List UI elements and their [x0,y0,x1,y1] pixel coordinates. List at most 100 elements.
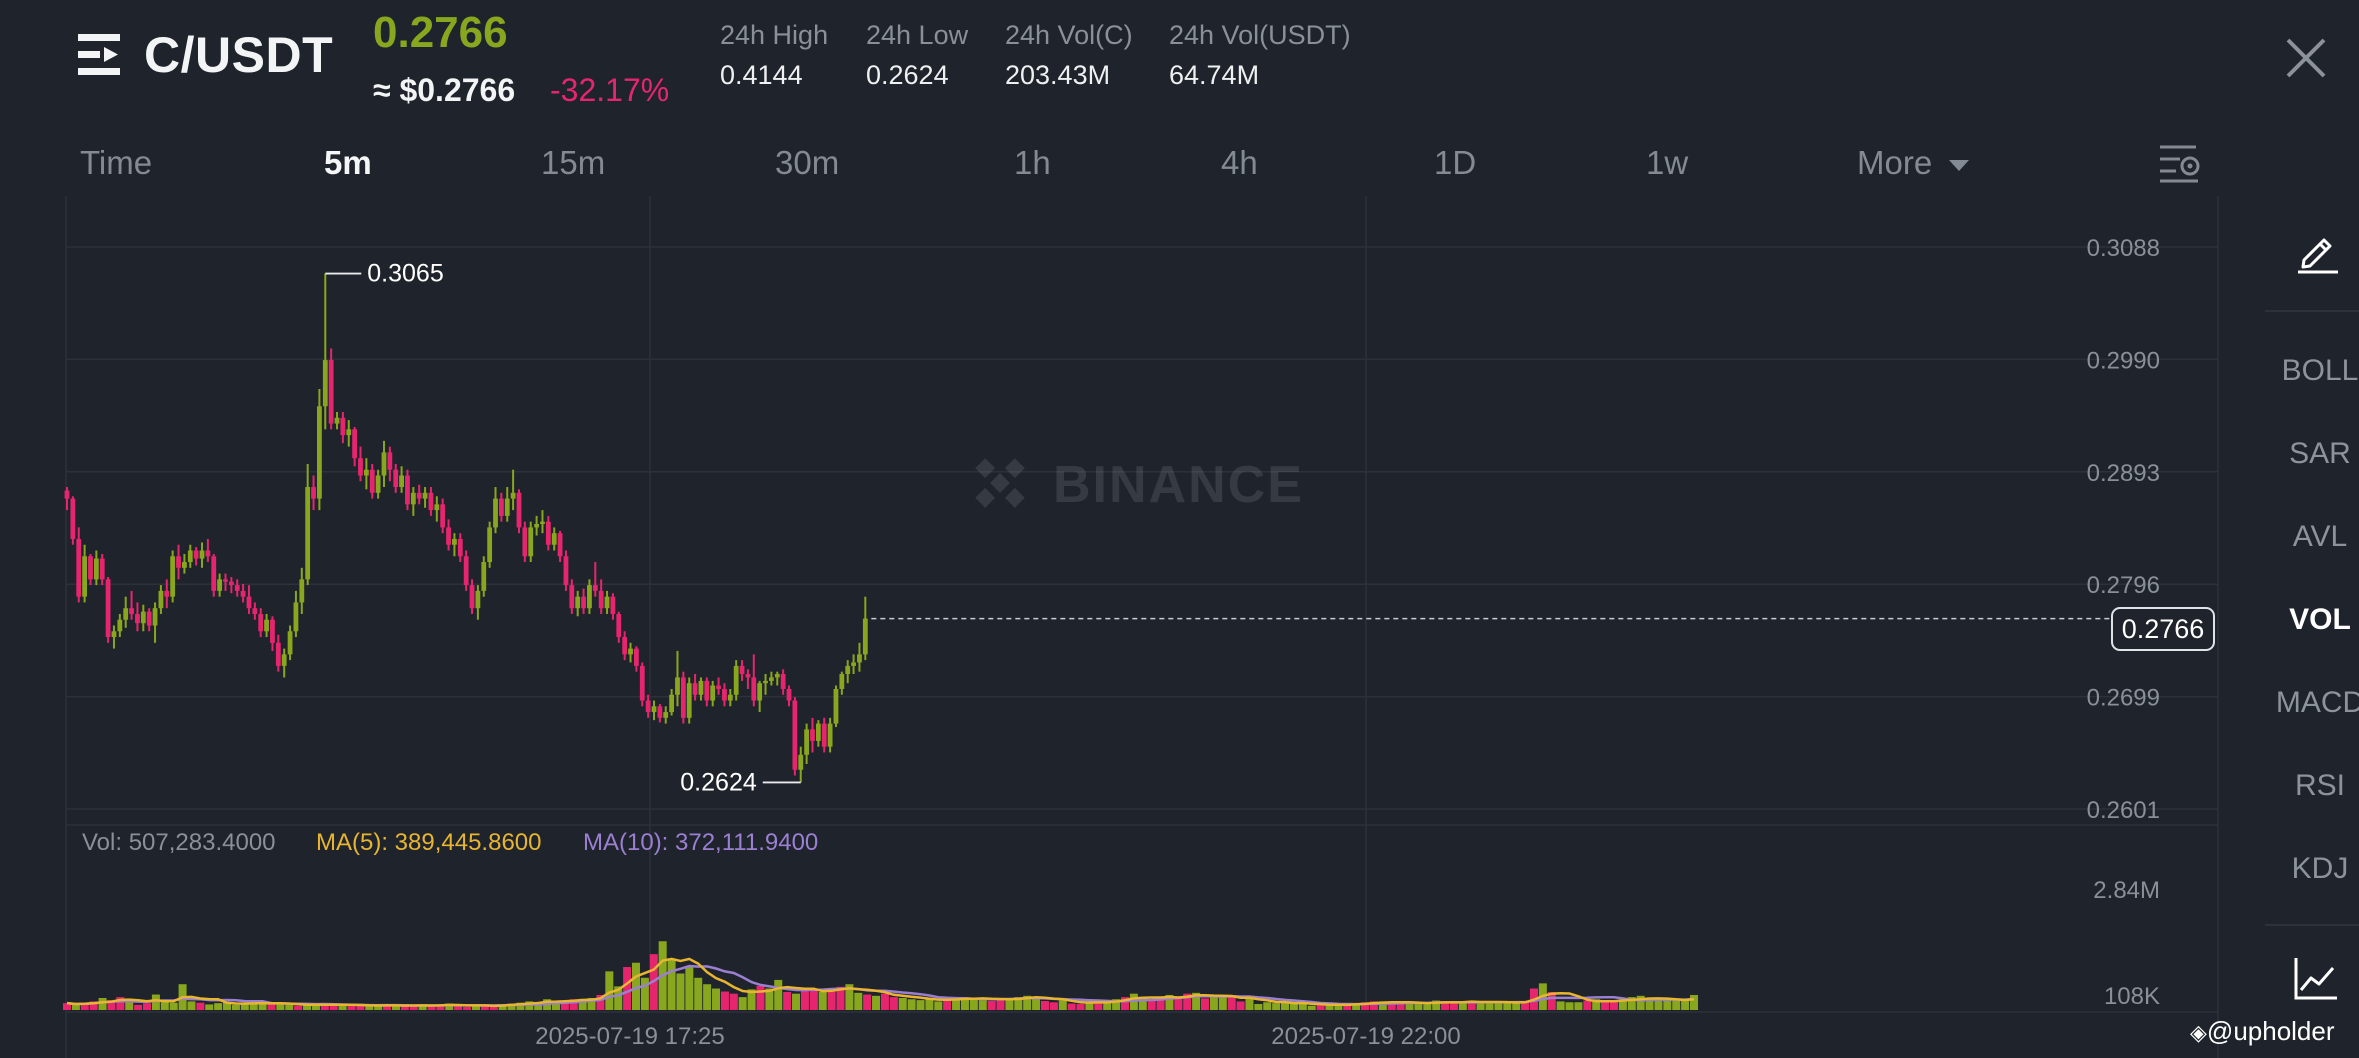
candle [540,521,545,524]
volume-bar [1103,1000,1112,1010]
candle [88,556,93,580]
chart-annotations: 0.3065 0.2624 [325,260,2110,796]
volume-bar [596,994,605,1010]
indicator-avl[interactable]: AVL [2292,520,2348,553]
candle [639,665,645,701]
high-price-label: 0.3065 [367,260,443,288]
tab-30m[interactable]: 30m [775,144,840,181]
volume-bar [1494,1002,1503,1010]
volume-bar [214,1003,223,1010]
sidebar-divider [2265,310,2359,312]
volume-bar [1058,1000,1067,1010]
footer-watermark: ◈@upholder [2190,1016,2335,1047]
candle [493,498,498,528]
tab-1h[interactable]: 1h [1014,144,1051,181]
volume-bar [1005,997,1014,1010]
candle [633,648,639,666]
low-price-label: 0.2624 [680,768,757,796]
volume-bar [943,998,952,1010]
tab-time[interactable]: Time [80,144,153,181]
volume-bar [160,1001,169,1010]
time-axis-label: 2025-07-19 17:25 [535,1023,725,1050]
candle [780,673,786,689]
volume-bar [1352,1003,1361,1010]
tab-1w[interactable]: 1w [1646,144,1689,181]
volume-bar [1485,1001,1494,1010]
volume-bar [916,1000,925,1010]
candle [569,585,575,609]
volume-bar [1387,1003,1396,1010]
volume-bar [676,973,685,1010]
candle [293,602,299,632]
tab-5m[interactable]: 5m [324,144,372,181]
dropdown-caret-icon [1949,160,1970,172]
candle [363,469,369,476]
indicator-boll[interactable]: BOLL [2281,354,2359,387]
tab-15m[interactable]: 15m [541,144,606,181]
volume-bar [1361,1002,1370,1010]
candle [105,579,111,638]
tab-4h[interactable]: 4h [1221,144,1258,181]
menu-icon[interactable] [76,32,124,78]
volume-bar [1547,991,1556,1010]
candle [452,538,457,545]
volume-bar [898,997,907,1010]
pen-icon[interactable] [2296,230,2340,274]
volume-bar [258,1001,267,1010]
footer-watermark-text: @upholder [2206,1016,2335,1046]
stat-24h-low-label: 24h Low [866,20,969,50]
indicator-kdj[interactable]: KDJ [2291,852,2349,885]
line-chart-icon[interactable] [2293,956,2339,1002]
candle [628,648,633,655]
settings-icon[interactable] [2158,143,2202,183]
candle [616,613,622,638]
candle [117,619,123,632]
volume-bar [907,999,916,1010]
volume-bar [1503,1003,1512,1010]
indicator-macd[interactable]: MACD [2275,686,2359,719]
volume-bar [1183,993,1192,1010]
volume-bar [1112,999,1121,1010]
volume-bar [827,990,836,1010]
candle [810,729,815,741]
volume-bar [1343,1004,1352,1010]
candle [135,613,140,624]
volume-bar [1672,1000,1681,1010]
volume-bar [231,1004,240,1010]
candle [375,475,381,493]
close-icon[interactable] [2283,35,2329,81]
volume-bar [712,988,721,1010]
volume-bar [1289,1003,1298,1010]
volume-bar [1414,1003,1423,1010]
stat-24h-high-value: 0.4144 [720,60,803,90]
candle [581,596,586,609]
volume-bar [640,977,649,1010]
volume-bar [436,1004,445,1010]
volume-bar [1405,1002,1414,1010]
candle [158,590,164,609]
volume-bar [365,1006,374,1010]
indicator-vol[interactable]: VOL [2289,603,2351,636]
candle [281,654,287,666]
volume-bar [934,1001,943,1010]
price-tick-label: 0.2601 [2087,797,2160,824]
tab-1d[interactable]: 1D [1434,144,1477,181]
volume-bar [374,1005,383,1010]
volume-bar [1023,995,1032,1010]
indicator-sar[interactable]: SAR [2289,437,2351,470]
volume-bar [391,1004,400,1010]
stat-24h-vol-base-label: 24h Vol(C) [1005,20,1133,50]
volume-bar [694,977,703,1010]
candle [463,556,469,586]
indicator-rsi[interactable]: RSI [2294,769,2345,802]
candle [111,631,117,638]
tab-more[interactable]: More [1857,144,1970,182]
candle [862,618,868,655]
candle [592,585,598,591]
price-tick-label: 0.2699 [2087,685,2160,712]
candle [205,550,211,557]
volume-bar [1663,1000,1672,1010]
candle [258,613,264,632]
price-chart[interactable]: BINANCE 0.30880.29900.28930.27960.26990.… [0,196,2230,1058]
trading-pair-title[interactable]: C/USDT [144,27,334,83]
